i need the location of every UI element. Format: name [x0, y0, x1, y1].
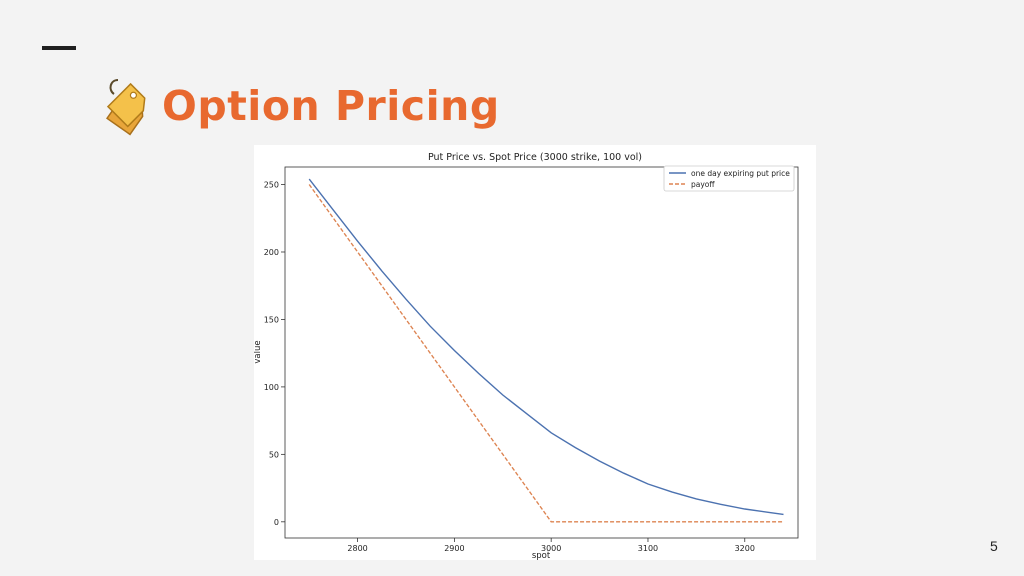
- series-line-payoff: [308, 184, 784, 523]
- x-tick-label: 3100: [638, 544, 658, 553]
- slide-header: Option Pricing: [100, 74, 500, 138]
- x-tick-label: 3000: [541, 544, 561, 553]
- chart-legend: one day expiring put price payoff: [663, 165, 795, 192]
- legend-label-payoff: payoff: [691, 180, 715, 189]
- y-tick-label: 150: [264, 315, 279, 324]
- series-lines: [308, 178, 784, 523]
- x-tick-label: 2900: [444, 544, 464, 553]
- page-number: 5: [990, 538, 998, 554]
- legend-label-put-price: one day expiring put price: [691, 169, 790, 178]
- slide-title: Option Pricing: [162, 82, 500, 130]
- chart-title: Put Price vs. Spot Price (3000 strike, 1…: [428, 152, 642, 163]
- y-tick-label: 100: [264, 383, 279, 392]
- put-price-chart: Put Price vs. Spot Price (3000 strike, 1…: [254, 152, 799, 560]
- x-tick-label: 2800: [347, 544, 367, 553]
- y-axis-label: value: [254, 340, 263, 363]
- legend-box: [663, 165, 795, 192]
- y-tick-label: 50: [269, 450, 279, 459]
- y-tick-label: 250: [264, 181, 279, 190]
- price-tag-icon: [106, 79, 146, 136]
- series-line-put-price: [308, 178, 784, 516]
- y-tick-label: 200: [264, 248, 279, 257]
- x-tick-label: 3200: [735, 544, 755, 553]
- chart-container: Put Price vs. Spot Price (3000 strike, 1…: [254, 145, 816, 560]
- axis-ticks: 2800 2900 3000 3100 3200 0 50 100 150 200 250: [264, 181, 755, 553]
- decorative-dash: [42, 46, 76, 50]
- plot-frame: [284, 166, 799, 539]
- y-tick-label: 0: [274, 518, 279, 527]
- x-axis-label: spot: [532, 551, 551, 560]
